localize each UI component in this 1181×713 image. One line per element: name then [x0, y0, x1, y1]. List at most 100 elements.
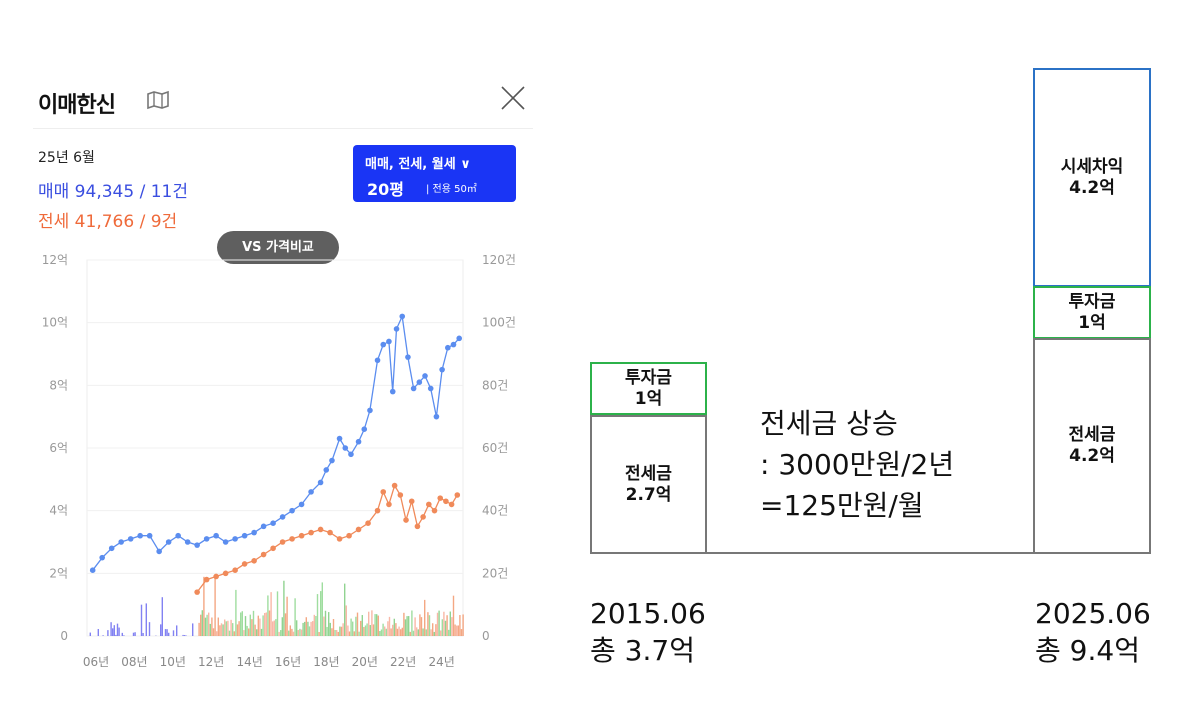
- series-point: [137, 532, 143, 539]
- right-jeonse-value: 4.2억: [1069, 446, 1115, 466]
- y-right-tick: 20건: [482, 566, 508, 580]
- series-point: [118, 539, 124, 545]
- volume-bar: [241, 611, 243, 636]
- series-point: [222, 570, 229, 577]
- x-tick: 08년: [121, 655, 147, 669]
- filter-button[interactable]: 매매, 전세, 월세 ∨ 20평 | 전용 50㎡: [353, 145, 516, 202]
- volume-bar: [294, 598, 296, 636]
- volume-bar: [200, 614, 202, 636]
- volume-bar: [176, 625, 178, 636]
- volume-bar: [225, 621, 227, 636]
- series-point: [232, 536, 238, 542]
- volume-bar: [414, 617, 416, 636]
- volume-bar: [209, 623, 211, 636]
- volume-bar: [328, 612, 330, 636]
- volume-bar: [313, 614, 315, 636]
- sale-summary: 매매 94,345 / 11건: [38, 182, 188, 202]
- volume-bar: [372, 624, 375, 636]
- x-tick: 20년: [352, 655, 378, 669]
- series-point: [420, 514, 426, 520]
- volume-bar: [291, 628, 293, 636]
- volume-bar: [118, 627, 120, 636]
- volume-bar: [145, 603, 147, 636]
- series-point: [342, 445, 349, 451]
- right-gain-title: 시세차익: [1060, 156, 1124, 177]
- series-point: [410, 385, 417, 392]
- volume-bar: [214, 577, 216, 636]
- volume-bar: [112, 628, 114, 636]
- y-left-tick: 4억: [49, 504, 68, 518]
- x-tick: 14년: [236, 655, 262, 669]
- volume-bar: [329, 622, 331, 636]
- volume-bar: [457, 625, 459, 636]
- series-point: [329, 457, 335, 464]
- volume-bar: [379, 631, 381, 636]
- volume-bar: [216, 631, 218, 636]
- volume-bar: [164, 629, 167, 636]
- middle-line-2: : 3000만원/2년: [760, 448, 955, 481]
- volume-bar: [332, 619, 335, 636]
- series-point: [380, 341, 387, 348]
- volume-bar: [342, 623, 344, 636]
- volume-bar: [324, 610, 327, 636]
- volume-bar: [361, 615, 363, 636]
- series-point: [365, 520, 371, 526]
- volume-bar: [419, 614, 421, 636]
- volume-bar: [233, 631, 235, 636]
- volume-bar: [284, 613, 287, 636]
- right-jeonse-title: 전세금: [1068, 425, 1116, 445]
- volume-bar: [368, 611, 370, 636]
- volume-bar: [102, 635, 104, 636]
- right-invest-box: 투자금 1억: [1033, 286, 1151, 339]
- date-label: 25년 6월: [38, 150, 95, 166]
- volume-bar: [281, 617, 283, 636]
- series-point: [374, 507, 381, 514]
- volume-bar: [222, 624, 224, 636]
- volume-bar: [337, 631, 339, 636]
- volume-bar: [273, 620, 275, 636]
- right-invest-value: 1억: [1078, 312, 1106, 333]
- series-point: [232, 567, 238, 573]
- volume-bar: [345, 605, 347, 636]
- y-left-tick: 10억: [42, 316, 68, 330]
- volume-bar: [363, 626, 365, 636]
- vs-compare-button[interactable]: VS 가격비교: [217, 231, 339, 264]
- volume-bar: [312, 621, 314, 636]
- series-point: [380, 489, 387, 495]
- volume-bar: [364, 625, 367, 636]
- volume-bar: [440, 630, 442, 636]
- series-point: [448, 501, 455, 508]
- volume-bar: [116, 623, 119, 636]
- volume-bar: [315, 615, 317, 636]
- volume-bar: [182, 634, 184, 636]
- filter-area-label: | 전용 50㎡: [426, 184, 477, 195]
- volume-bar: [254, 624, 256, 636]
- right-gain-value: 4.2억: [1069, 177, 1115, 198]
- volume-bar: [400, 629, 402, 636]
- close-icon[interactable]: [499, 84, 527, 112]
- baseline: [705, 552, 1035, 554]
- volume-bar: [443, 611, 445, 636]
- volume-bar: [366, 623, 368, 636]
- volume-bar: [243, 630, 245, 636]
- volume-bar: [134, 632, 136, 636]
- series-point: [374, 357, 381, 364]
- volume-bar: [192, 623, 194, 636]
- volume-bar: [449, 611, 451, 636]
- y-right-tick: 80건: [482, 378, 508, 392]
- series-point: [213, 532, 219, 539]
- x-tick: 16년: [275, 655, 301, 669]
- series-point: [194, 589, 200, 595]
- map-icon[interactable]: [146, 90, 170, 110]
- series-point: [408, 498, 415, 505]
- series-point: [308, 529, 314, 536]
- series-point: [393, 326, 400, 332]
- volume-bar: [115, 634, 117, 636]
- volume-bar: [278, 631, 280, 636]
- left-invest-box: 투자금 1억: [590, 362, 707, 415]
- series-point: [241, 532, 248, 539]
- volume-bar: [240, 612, 242, 636]
- x-tick: 06년: [83, 655, 109, 669]
- series-point: [391, 482, 398, 489]
- volume-bar: [300, 629, 303, 636]
